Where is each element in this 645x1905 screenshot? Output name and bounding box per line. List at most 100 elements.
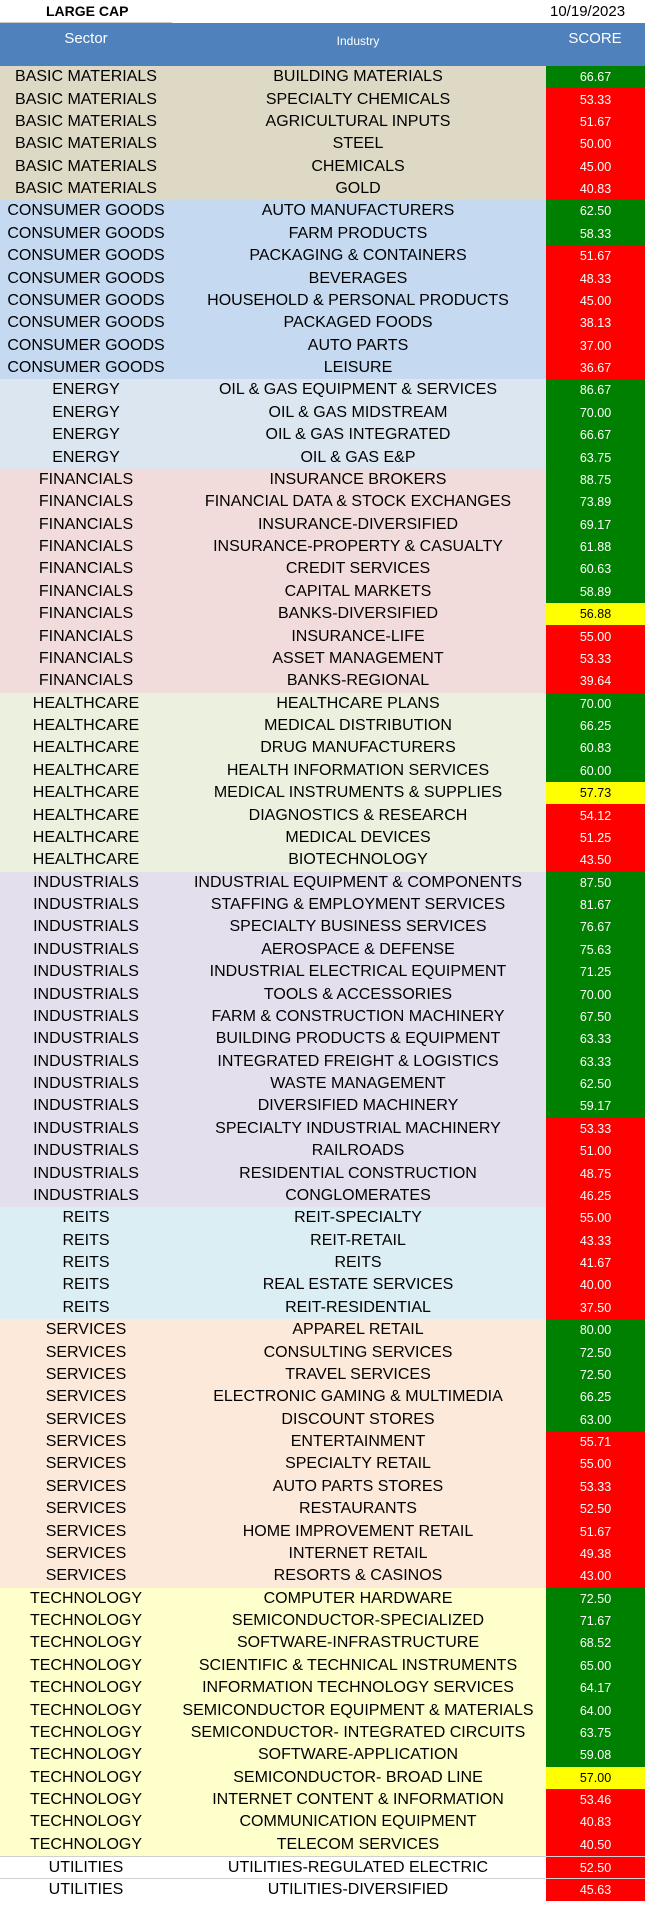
- industry-cell: BANKS-REGIONAL: [286, 672, 430, 690]
- sector-cell: BASIC MATERIALS: [15, 157, 157, 175]
- sector-cell: BASIC MATERIALS: [15, 135, 157, 153]
- table-row: INDUSTRIALS TOOLS & ACCESSORIES 70.00: [0, 983, 645, 1006]
- industry-cell: HOME IMPROVEMENT RETAIL: [242, 1522, 474, 1540]
- score-cell: 63.75: [546, 446, 645, 469]
- industry-cell: SCIENTIFIC & TECHNICAL INSTRUMENTS: [198, 1656, 518, 1674]
- table-row: SERVICES AUTO PARTS STORES 53.33: [0, 1475, 645, 1498]
- report-date: 10/19/2023: [550, 3, 626, 20]
- score-cell: 61.88: [546, 535, 645, 559]
- score-cell: 55.71: [546, 1430, 645, 1454]
- table-row: BASIC MATERIALS STEEL 50.00: [0, 133, 645, 156]
- table-row: REITS REITS 41.67: [0, 1251, 645, 1275]
- industry-cell: STEEL: [332, 135, 384, 153]
- sector-cell: INDUSTRIALS: [33, 963, 139, 981]
- industry-cell: INTERNET CONTENT & INFORMATION: [212, 1791, 504, 1809]
- score-cell: 80.00: [546, 1319, 645, 1342]
- score-cell: 55.00: [546, 625, 645, 648]
- industry-cell: FARM PRODUCTS: [288, 224, 428, 242]
- score-cell: 63.00: [546, 1408, 645, 1431]
- score-cell: 76.67: [546, 916, 645, 939]
- table-row: HEALTHCARE BIOTECHNOLOGY 43.50: [0, 849, 645, 872]
- industry-cell: INFORMATION TECHNOLOGY SERVICES: [202, 1679, 514, 1697]
- score-cell: 70.00: [546, 401, 645, 424]
- sector-cell: INDUSTRIALS: [33, 1007, 139, 1025]
- table-row: SERVICES TRAVEL SERVICES 72.50: [0, 1363, 645, 1387]
- sector-cell: UTILITIES: [48, 1858, 124, 1876]
- title-bar: LARGE CAP 10/19/2023: [0, 0, 645, 23]
- score-cell: 43.50: [546, 849, 645, 872]
- industry-cell: TELECOM SERVICES: [276, 1835, 440, 1853]
- table-row: INDUSTRIALS WASTE MANAGEMENT 62.50: [0, 1072, 645, 1096]
- industry-cell: BANKS-DIVERSIFIED: [277, 605, 439, 623]
- sector-cell: TECHNOLOGY: [29, 1656, 142, 1674]
- table-row: BASIC MATERIALS SPECIALTY CHEMICALS 53.33: [0, 88, 645, 111]
- industry-cell: REIT-RESIDENTIAL: [285, 1298, 431, 1316]
- table-row: UTILITIES UTILITIES-REGULATED ELECTRIC 52.…: [0, 1856, 645, 1879]
- sector-cell: BASIC MATERIALS: [15, 90, 157, 108]
- industry-cell: BIOTECHNOLOGY: [288, 851, 428, 869]
- score-cell: 68.52: [546, 1632, 645, 1655]
- table-row: CONSUMER GOODS FARM PRODUCTS 58.33: [0, 222, 645, 245]
- sector-cell: FINANCIALS: [38, 582, 134, 600]
- score-cell: 38.13: [546, 312, 645, 335]
- score-cell: 36.67: [546, 356, 645, 380]
- score-cell: 48.33: [546, 267, 645, 290]
- table-row: CONSUMER GOODS HOUSEHOLD & PERSONAL PRODU…: [0, 289, 645, 313]
- table-header: Sector Industry SCORE: [0, 23, 645, 66]
- industry-cell: INDUSTRIAL EQUIPMENT & COMPONENTS: [193, 873, 523, 891]
- table-row: SERVICES HOME IMPROVEMENT RETAIL 51.67: [0, 1520, 645, 1543]
- score-cell: 60.83: [546, 737, 645, 760]
- sector-cell: SERVICES: [45, 1522, 127, 1540]
- industry-cell: CONGLOMERATES: [285, 1186, 431, 1204]
- table-row: INDUSTRIALS STAFFING & EMPLOYMENT SERVICE…: [0, 893, 645, 917]
- sector-cell: INDUSTRIALS: [33, 918, 139, 936]
- sector-cell: FINANCIALS: [38, 470, 134, 488]
- industry-cell: REITS: [334, 1254, 382, 1272]
- industry-cell: CREDIT SERVICES: [285, 560, 431, 578]
- table-row: FINANCIALS INSURANCE-LIFE 55.00: [0, 625, 645, 648]
- sector-cell: CONSUMER GOODS: [7, 291, 165, 309]
- header-sector: Sector: [64, 30, 108, 47]
- sector-cell: INDUSTRIALS: [33, 1052, 139, 1070]
- score-cell: 70.00: [546, 983, 645, 1006]
- score-cell: 53.33: [546, 88, 645, 111]
- sector-cell: BASIC MATERIALS: [15, 112, 157, 130]
- industry-cell: SEMICONDUCTOR- INTEGRATED CIRCUITS: [190, 1723, 526, 1741]
- industry-cell: DRUG MANUFACTURERS: [260, 739, 456, 757]
- score-cell: 69.17: [546, 513, 645, 536]
- table-row: SERVICES RESORTS & CASINOS 43.00: [0, 1565, 645, 1588]
- sector-cell: HEALTHCARE: [32, 717, 140, 735]
- score-cell: 39.64: [546, 670, 645, 693]
- score-cell: 62.50: [546, 200, 645, 223]
- industry-cell: REIT-RETAIL: [310, 1231, 406, 1249]
- industry-cell: DIAGNOSTICS & RESEARCH: [248, 806, 468, 824]
- table-row: INDUSTRIALS SPECIALTY INDUSTRIAL MACHINER…: [0, 1117, 645, 1140]
- industry-cell: BUILDING PRODUCTS & EQUIPMENT: [215, 1030, 501, 1048]
- sector-cell: INDUSTRIALS: [33, 985, 139, 1003]
- score-cell: 45.00: [546, 289, 645, 313]
- score-cell: 66.25: [546, 714, 645, 738]
- table-row: SERVICES RESTAURANTS 52.50: [0, 1498, 645, 1521]
- sector-cell: SERVICES: [45, 1365, 127, 1383]
- score-cell: 66.67: [546, 424, 645, 447]
- table-row: REITS REIT-RESIDENTIAL 37.50: [0, 1296, 645, 1319]
- sector-cell: HEALTHCARE: [32, 761, 140, 779]
- industry-cell: INSURANCE-DIVERSIFIED: [257, 515, 459, 533]
- table-row: CONSUMER GOODS PACKAGED FOODS 38.13: [0, 312, 645, 335]
- sector-cell: TECHNOLOGY: [29, 1679, 142, 1697]
- industry-cell: RESORTS & CASINOS: [273, 1567, 443, 1585]
- table-row: FINANCIALS CAPITAL MARKETS 58.89: [0, 580, 645, 603]
- industry-cell: SEMICONDUCTOR- BROAD LINE: [233, 1768, 483, 1786]
- table-row: FINANCIALS INSURANCE-PROPERTY & CASUALTY 6…: [0, 535, 645, 559]
- industry-cell: WASTE MANAGEMENT: [270, 1075, 446, 1093]
- table-row: INDUSTRIALS CONGLOMERATES 46.25: [0, 1184, 645, 1208]
- sector-cell: TECHNOLOGY: [29, 1768, 142, 1786]
- table-row: TECHNOLOGY TELECOM SERVICES 40.50: [0, 1833, 645, 1856]
- sheet-title: LARGE CAP: [46, 3, 129, 19]
- table-row: HEALTHCARE HEALTHCARE PLANS 70.00: [0, 692, 645, 715]
- score-cell: 65.00: [546, 1654, 645, 1677]
- sector-cell: TECHNOLOGY: [29, 1701, 142, 1719]
- table-row: BASIC MATERIALS BUILDING MATERIALS 66.67: [0, 66, 645, 89]
- score-cell: 50.00: [546, 133, 645, 156]
- score-cell: 43.00: [546, 1565, 645, 1588]
